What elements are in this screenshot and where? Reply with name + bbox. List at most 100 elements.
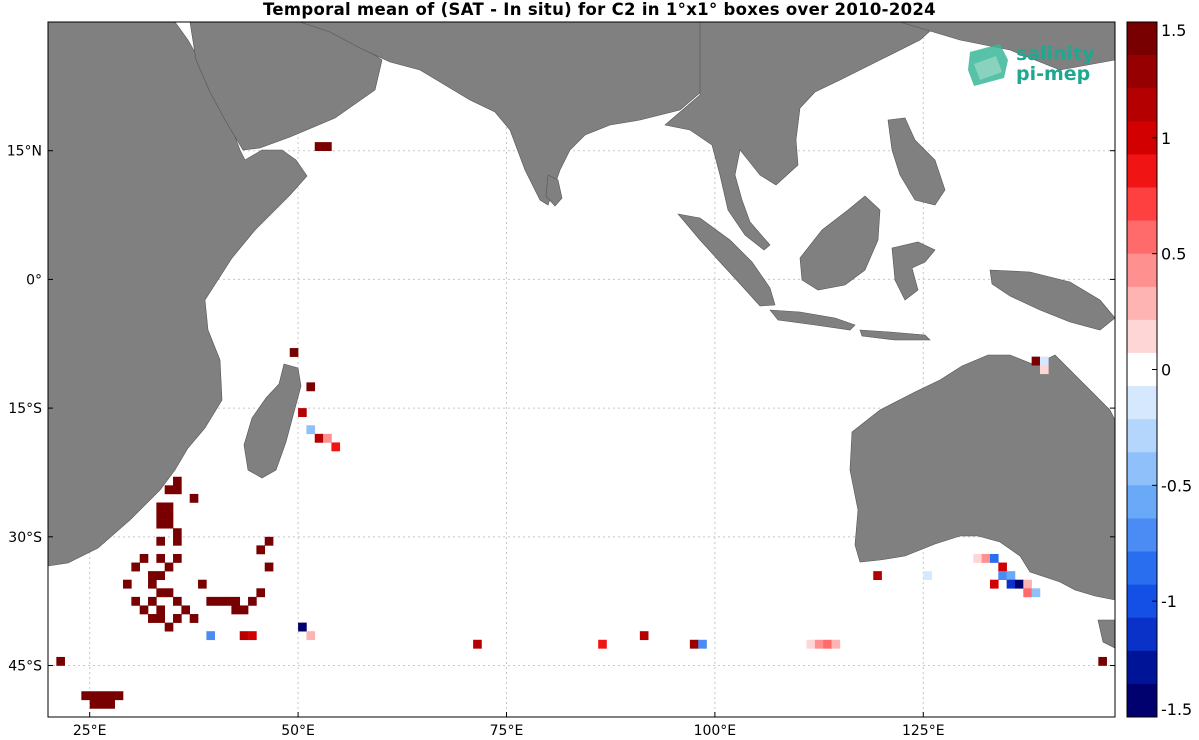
data-cell-66	[998, 562, 1007, 572]
colorbar-segment-13	[1127, 452, 1157, 486]
axis-labels: 25°E 50°E 75°E 100°E 125°E 15°N 0° 15°S 30°S 45°S	[7, 144, 1115, 739]
data-cell-24	[139, 553, 149, 563]
lat-tick-label-0: 15°N	[7, 144, 42, 160]
data-cell-56	[164, 622, 174, 632]
land-new-guinea	[989, 269, 1115, 331]
data-cell-94	[823, 639, 832, 649]
data-cell-85	[98, 699, 107, 709]
lon-tick-label-2: 75°E	[490, 723, 524, 739]
land-tasmania	[1097, 619, 1115, 649]
data-cell-76	[1039, 356, 1049, 366]
data-cell-26	[173, 553, 182, 563]
colorbar-segment-11	[1127, 386, 1157, 420]
data-cell-22	[264, 536, 274, 546]
data-cell-96	[1098, 656, 1107, 666]
data-cell-10	[164, 485, 174, 495]
lon-tick-label-3: 100°E	[694, 723, 737, 739]
data-cell-73	[1031, 588, 1041, 598]
data-cell-79	[89, 691, 99, 701]
data-cell-77	[1039, 365, 1049, 375]
data-cell-44	[231, 596, 241, 606]
colorbar-segment-16	[1127, 551, 1157, 586]
colorbar-tick-label-2: 0.5	[1161, 245, 1186, 264]
data-cell-9	[173, 476, 182, 486]
land-southeast-asia	[664, 22, 941, 251]
land-sulawesi	[891, 241, 936, 301]
data-cell-8	[331, 442, 341, 452]
colorbar-segment-6	[1127, 220, 1157, 255]
colorbar-segment-5	[1127, 187, 1157, 222]
data-cell-0	[314, 142, 324, 152]
data-cell-27	[131, 562, 140, 572]
data-cell-84	[89, 699, 99, 709]
data-cell-60	[306, 631, 316, 641]
data-cell-32	[123, 579, 132, 589]
data-cell-70	[1014, 579, 1024, 589]
data-cell-86	[106, 699, 115, 709]
data-cell-30	[148, 571, 157, 581]
data-cell-72	[1023, 588, 1032, 598]
data-cell-23	[256, 545, 266, 555]
data-cell-75	[1031, 356, 1041, 366]
colorbar-segment-1	[1127, 55, 1157, 89]
data-cell-3	[306, 382, 316, 392]
map-title: Temporal mean of (SAT - In situ) for C2 …	[263, 0, 936, 19]
colorbar-tick-label-4: -0.5	[1161, 476, 1192, 495]
data-cell-58	[239, 631, 249, 641]
colorbar-segment-18	[1127, 617, 1157, 652]
data-cell-89	[639, 631, 649, 641]
data-cell-93	[814, 639, 824, 649]
data-cell-91	[698, 639, 707, 649]
data-cell-46	[139, 605, 149, 615]
data-cell-61	[873, 571, 882, 581]
lon-tick-label-1: 50°E	[281, 723, 315, 739]
data-cell-12	[189, 493, 199, 503]
data-cell-15	[156, 511, 166, 520]
data-cell-64	[981, 553, 991, 563]
colorbar-segment-4	[1127, 154, 1157, 188]
data-cell-52	[156, 614, 166, 623]
data-cell-80	[81, 691, 90, 701]
data-cell-2	[289, 348, 299, 357]
plot-frame	[47, 21, 1116, 718]
data-cell-62	[923, 571, 932, 581]
data-cell-74	[989, 579, 999, 589]
data-cell-49	[231, 605, 241, 615]
data-cell-29	[264, 562, 274, 572]
colorbar-tick-label-1: 1	[1161, 129, 1171, 148]
colorbar-tick-label-0: 1.5	[1161, 21, 1186, 40]
data-cell-83	[114, 691, 124, 701]
data-cell-20	[156, 536, 166, 546]
data-cell-45	[248, 596, 257, 606]
data-cell-69	[1006, 579, 1016, 589]
lon-tick-label-0: 25°E	[73, 723, 107, 739]
data-cell-50	[239, 605, 249, 615]
data-cell-7	[323, 433, 332, 443]
lon-tick-label-4: 125°E	[902, 723, 945, 739]
land-lesser-sunda	[859, 329, 931, 341]
data-cell-88	[598, 639, 607, 649]
land-australia	[849, 354, 1115, 601]
data-cell-21	[173, 536, 182, 546]
data-cell-4	[298, 408, 307, 417]
data-cells	[56, 142, 1107, 709]
data-cell-82	[106, 691, 115, 701]
colorbar: 1.5 1 0.5 0 -0.5 -1 -1.5	[1126, 21, 1192, 719]
land-borneo	[799, 195, 881, 291]
data-cell-90	[689, 639, 699, 649]
data-cell-16	[164, 511, 174, 520]
colorbar-tick-label-6: -1.5	[1161, 700, 1192, 719]
lat-tick-label-3: 30°S	[8, 530, 42, 546]
data-cell-25	[156, 553, 166, 563]
land-madagascar	[243, 363, 302, 479]
data-cell-36	[164, 588, 174, 598]
data-cell-34	[198, 579, 207, 589]
colorbar-segment-14	[1127, 485, 1157, 519]
lat-tick-label-2: 15°S	[8, 401, 42, 417]
colorbar-segment-19	[1127, 650, 1157, 685]
land-sumatra	[677, 213, 776, 307]
data-cell-33	[148, 579, 157, 589]
data-cell-71	[1023, 579, 1032, 589]
colorbar-segment-15	[1127, 518, 1157, 553]
